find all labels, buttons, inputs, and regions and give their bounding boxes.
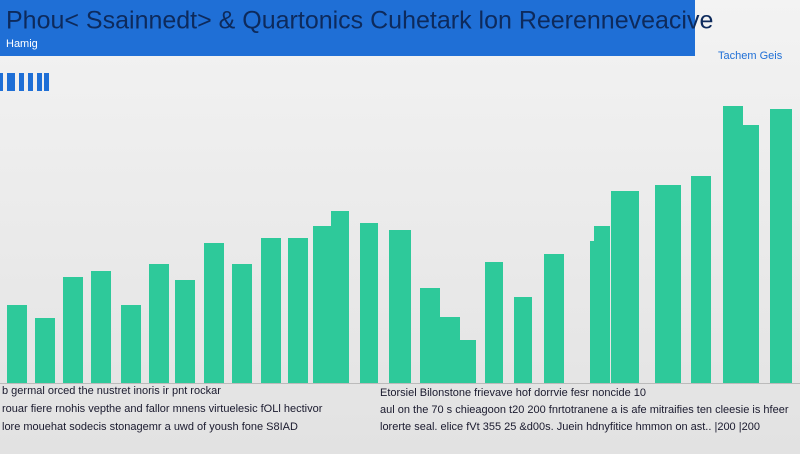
note-right: lorerte seal. elice fVt 355 25 &d00s. Ju… bbox=[380, 421, 760, 433]
bar bbox=[63, 277, 83, 383]
bar bbox=[514, 297, 532, 383]
note-left: b germal orced the nustret inoris ir pnt… bbox=[2, 385, 221, 397]
bar bbox=[360, 223, 378, 383]
bar bbox=[121, 305, 141, 383]
title-banner bbox=[0, 0, 695, 56]
bar bbox=[175, 280, 195, 383]
bar bbox=[7, 305, 27, 383]
bar bbox=[440, 317, 460, 383]
bar bbox=[743, 125, 759, 383]
bar bbox=[389, 230, 411, 383]
bar bbox=[204, 243, 224, 383]
bar bbox=[485, 262, 503, 383]
note-left: rouar fiere rnohis vepthe and fallor mne… bbox=[2, 403, 323, 415]
bar bbox=[770, 109, 792, 383]
bar bbox=[544, 254, 564, 383]
bar bbox=[91, 271, 111, 383]
bar bbox=[288, 238, 308, 383]
bar bbox=[420, 288, 440, 383]
bar bbox=[35, 318, 55, 383]
bar bbox=[655, 185, 681, 383]
bars bbox=[7, 106, 792, 383]
bar bbox=[149, 264, 169, 383]
bar bbox=[594, 226, 610, 383]
note-right: Etorsiel Bilonstone frievave hof dorrvie… bbox=[380, 387, 646, 399]
bar bbox=[611, 191, 639, 383]
bar bbox=[261, 238, 281, 383]
note-left: lore mouehat sodecis stonagemr a uwd of … bbox=[2, 421, 298, 433]
bar bbox=[723, 106, 743, 383]
bar bbox=[691, 176, 711, 383]
chart-subtitle: Hamig bbox=[6, 38, 38, 50]
note-right: aul on the 70 s chieagoon t20 200 fnrtot… bbox=[380, 404, 789, 416]
notes: b germal orced the nustret inoris ir pnt… bbox=[2, 385, 789, 433]
bar bbox=[331, 211, 349, 383]
corner-label: Tachem Geis bbox=[718, 50, 783, 62]
bar bbox=[460, 340, 476, 383]
bar bbox=[232, 264, 252, 383]
chart-title: Phou< Ssainnedt> & Quartonics Cuhetark l… bbox=[6, 7, 713, 35]
bar bbox=[313, 226, 333, 383]
icon-strip bbox=[0, 73, 49, 91]
